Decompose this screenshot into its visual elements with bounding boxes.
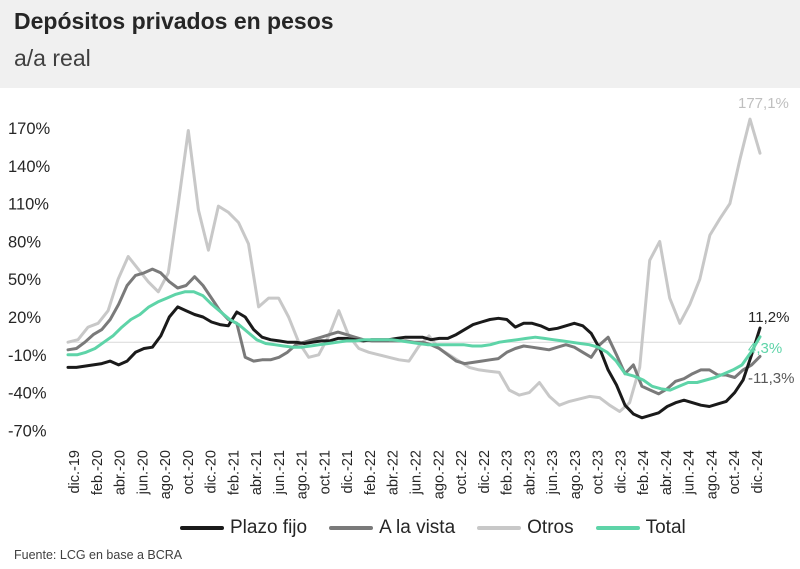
data-label-plazo-fijo: 11,2%	[748, 309, 789, 326]
x-tick-label: abr.-20	[113, 450, 129, 495]
y-tick-label: -70%	[8, 422, 47, 440]
legend-item-total: Total	[595, 517, 686, 539]
x-tick-label: feb.-20	[90, 450, 106, 495]
x-tick-label: oct.-24	[727, 450, 743, 494]
x-tick-label: dic.-22	[477, 450, 493, 494]
x-tick-label: jun.-20	[135, 450, 151, 495]
series-line-otros	[66, 117, 762, 413]
legend-swatch	[329, 526, 374, 530]
chart-svg: 170% 140% 110% 80% 50% 20% -10% -40% -70% dic.-19…	[8, 95, 794, 499]
chart-legend: Plazo fijo A la vista Otros Total	[180, 517, 708, 539]
legend-label: Plazo fijo	[230, 517, 308, 538]
x-tick-label: abr.-23	[522, 450, 538, 495]
legend-item-otros: Otros	[477, 517, 574, 539]
x-tick-label: oct.-23	[591, 450, 607, 494]
x-tick-label: feb.-22	[363, 450, 379, 495]
x-tick-label: abr.-22	[386, 450, 402, 495]
legend-swatch	[595, 526, 640, 530]
y-tick-label: 20%	[8, 309, 41, 327]
data-label-total: 4,3%	[748, 340, 782, 357]
x-tick-label: ago.-22	[431, 450, 447, 499]
data-label-a-la-vista: -11,3%	[748, 370, 794, 387]
x-tick-label: oct.-21	[317, 450, 333, 494]
x-tick-label: abr.-24	[659, 450, 675, 495]
x-tick-label: feb.-23	[500, 450, 516, 495]
y-tick-label: 110%	[8, 196, 49, 214]
series-line-plazo-fijo	[66, 305, 762, 420]
x-tick-label: feb.-24	[636, 450, 652, 495]
x-tick-label: jun.-22	[409, 450, 425, 495]
legend-item-plazo-fijo: Plazo fijo	[180, 517, 307, 539]
source-note: Fuente: LCG en base a BCRA	[14, 548, 183, 562]
x-tick-label: ago.-20	[158, 450, 174, 499]
x-tick-label: jun.-21	[272, 450, 288, 495]
chart-title: Depósitos privados en pesos	[14, 8, 334, 34]
x-tick-label: ago.-21	[295, 450, 311, 499]
legend-label: Otros	[527, 517, 574, 538]
x-tick-label: ago.-23	[568, 450, 584, 499]
x-tick-label: dic.-21	[340, 450, 356, 494]
y-tick-label: -10%	[8, 347, 47, 365]
legend-label: Total	[645, 517, 686, 538]
x-tick-label: dic.-20	[204, 450, 220, 494]
x-tick-label: oct.-20	[181, 450, 197, 494]
chart-subtitle: a/a real	[14, 45, 91, 71]
chart-header: Depósitos privados en pesos a/a real	[0, 0, 800, 88]
y-tick-label: 80%	[8, 233, 41, 251]
x-tick-label: feb.-21	[226, 450, 242, 495]
y-tick-label: 140%	[8, 158, 51, 176]
legend-swatch	[477, 526, 522, 530]
x-tick-label: jun.-23	[545, 450, 561, 495]
x-tick-label: oct.-22	[454, 450, 470, 494]
y-tick-label: 50%	[8, 271, 41, 289]
data-label-otros: 177,1%	[738, 95, 789, 112]
x-tick-label: ago.-24	[704, 450, 720, 499]
x-tick-label: dic.-23	[613, 450, 629, 494]
x-tick-label: abr.-21	[249, 450, 265, 495]
legend-item-a-la-vista: A la vista	[329, 517, 455, 539]
series-line-total	[66, 290, 762, 392]
x-tick-label: dic.-24	[750, 450, 766, 494]
y-tick-label: -40%	[8, 385, 47, 403]
x-tick-label: jun.-24	[682, 450, 698, 495]
legend-swatch	[180, 526, 224, 530]
x-tick-label: dic.-19	[67, 450, 83, 494]
y-tick-label: 170%	[8, 120, 51, 138]
legend-label: A la vista	[379, 517, 456, 538]
series-line-a-la-vista	[66, 267, 762, 396]
